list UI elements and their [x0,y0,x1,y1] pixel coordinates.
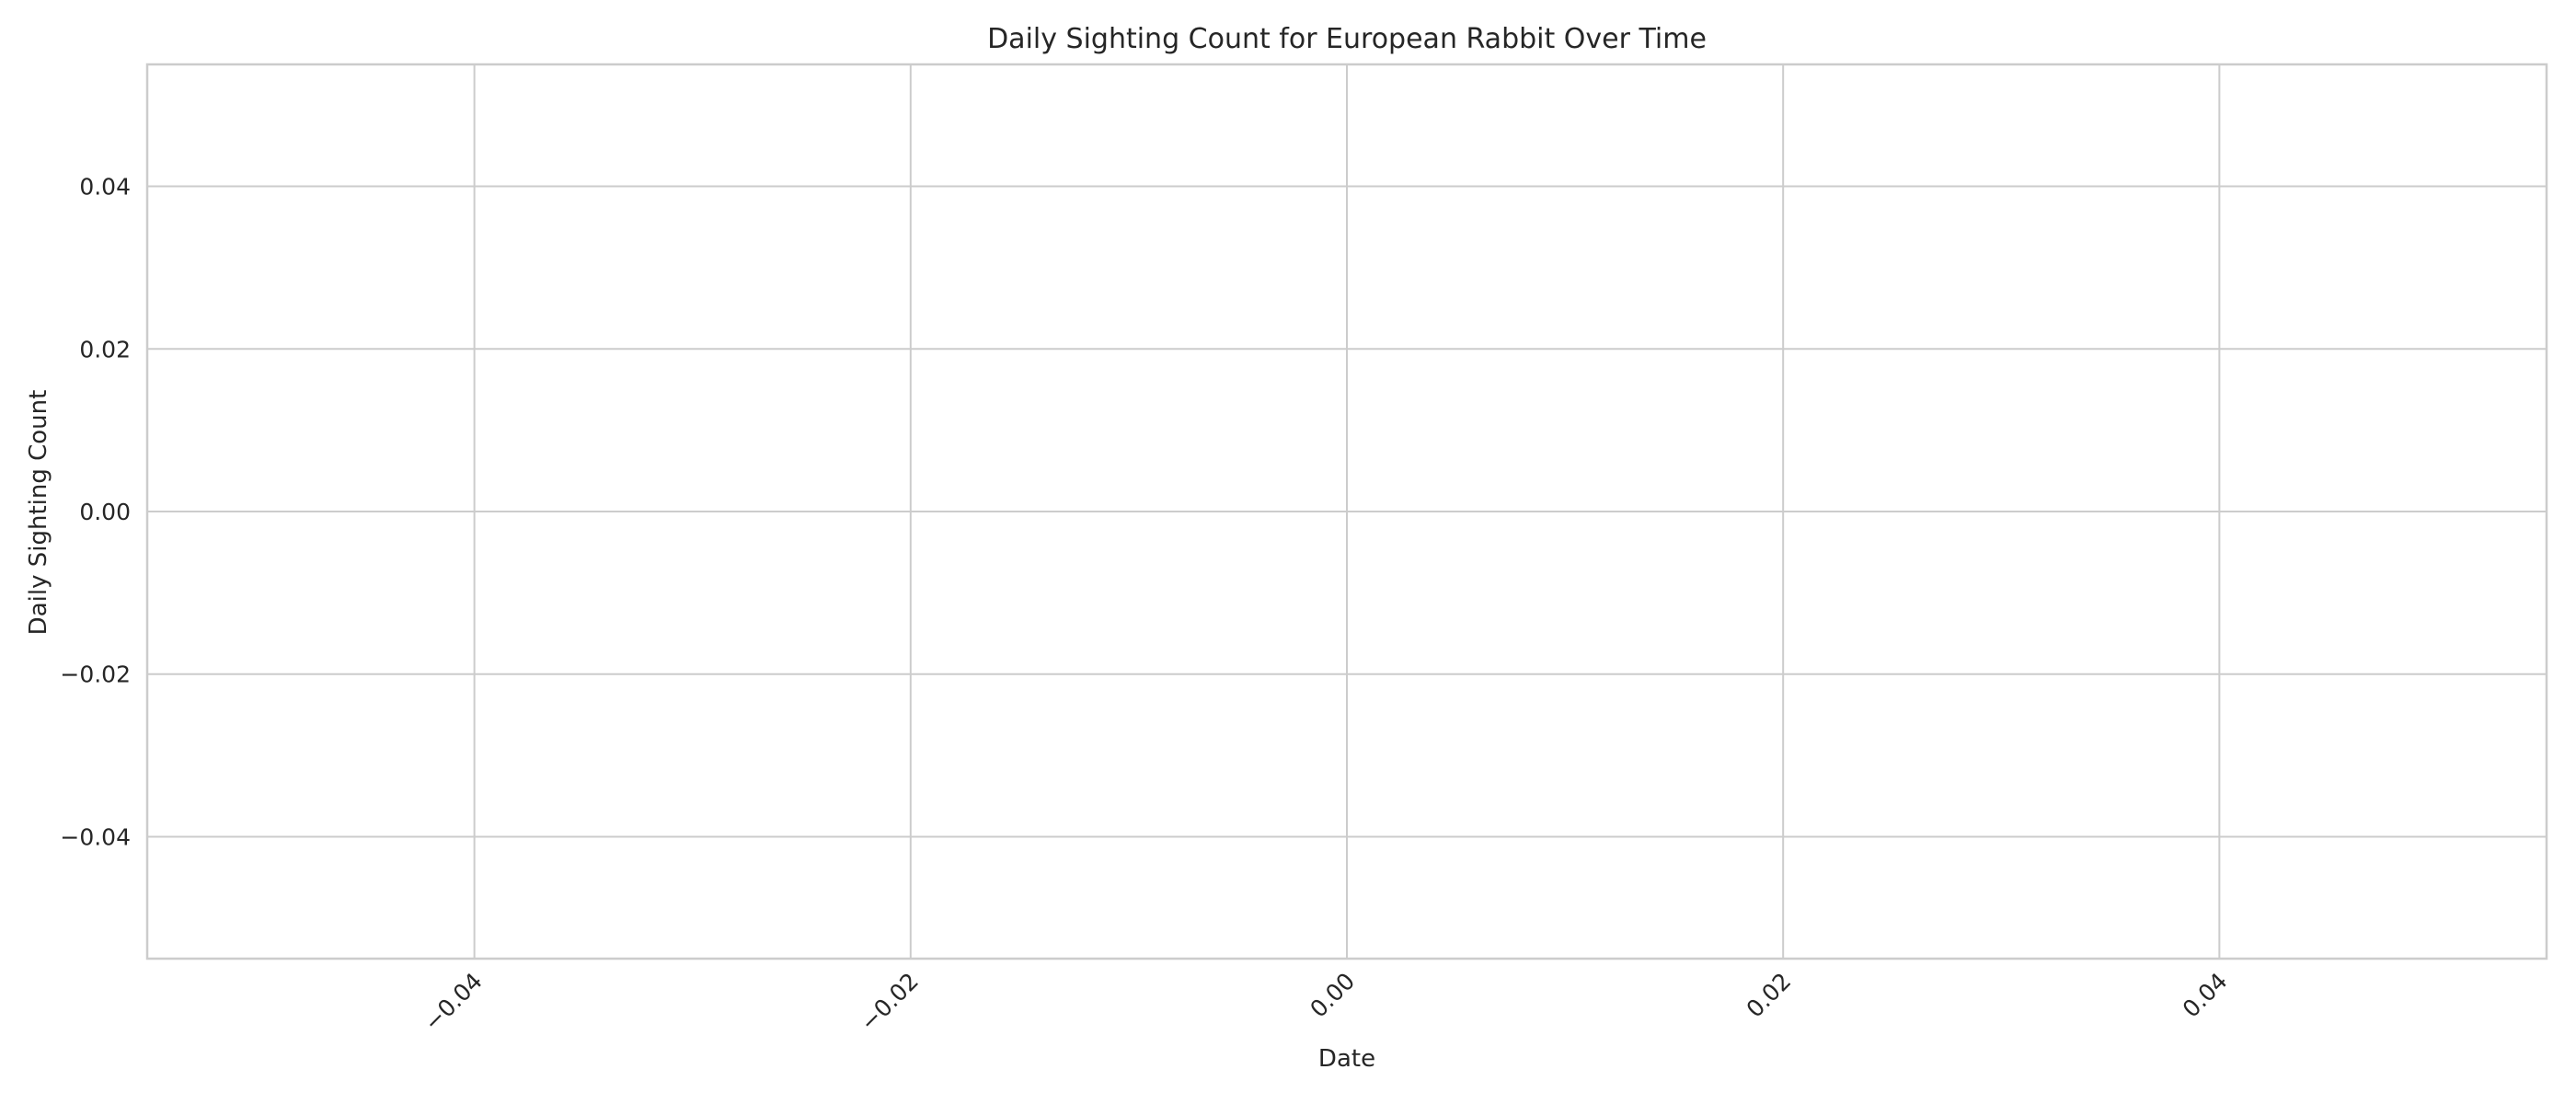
x-tick-label: −0.04 [419,968,488,1037]
grid-lines [147,64,2547,959]
x-axis-label: Date [1318,1045,1375,1073]
y-tick-label: 0.02 [79,336,131,362]
plot-area-frame [145,63,2548,960]
y-tick-label: 0.00 [79,499,131,525]
y-tick-labels: −0.04 −0.02 0.00 0.02 0.04 [60,174,131,851]
chart-title: Daily Sighting Count for European Rabbit… [987,23,1707,55]
x-tick-label: 0.02 [1742,968,1797,1023]
y-axis-label: Daily Sighting Count [25,390,52,636]
y-tick-label: −0.02 [60,661,131,688]
x-tick-labels: −0.04 −0.02 0.00 0.02 0.04 [419,968,2232,1037]
y-tick-label: 0.04 [79,174,131,201]
x-tick-label: −0.02 [855,968,924,1037]
x-tick-label: 0.00 [1305,968,1360,1023]
x-tick-label: 0.04 [2178,968,2233,1023]
y-tick-label: −0.04 [60,823,131,850]
